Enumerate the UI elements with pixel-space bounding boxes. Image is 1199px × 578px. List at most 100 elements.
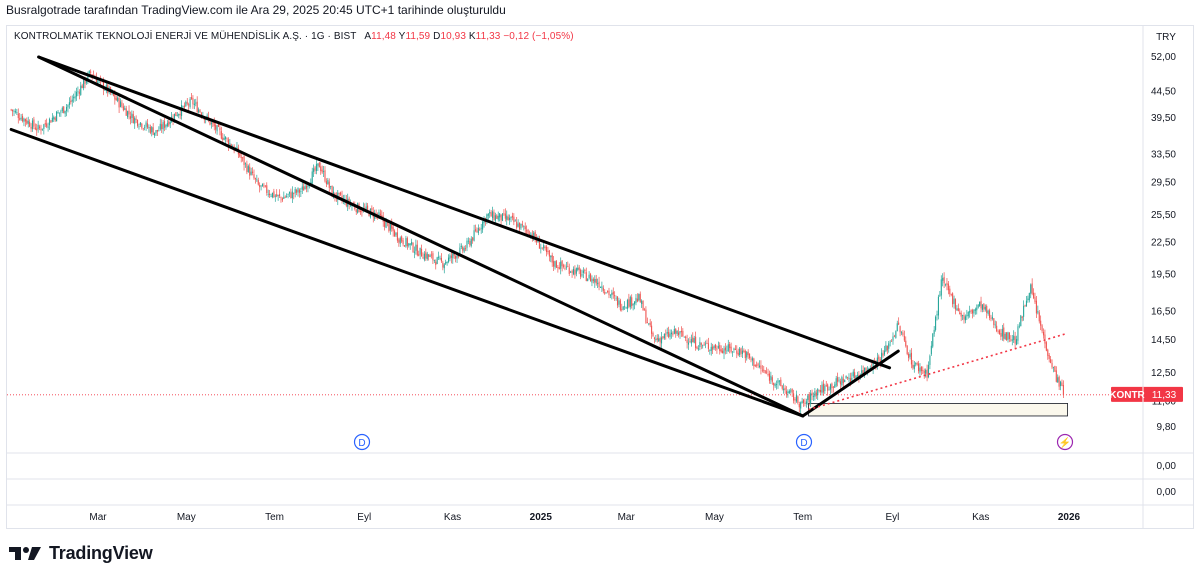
candle-body	[594, 278, 596, 283]
candle-body	[977, 304, 979, 308]
candle-body	[247, 166, 249, 172]
candle-body	[601, 286, 603, 289]
candle-body	[426, 253, 428, 260]
candle-body	[954, 299, 957, 310]
candle-body	[115, 98, 117, 101]
candle-body	[856, 374, 859, 376]
candle-body	[750, 358, 752, 360]
candle-body	[839, 381, 842, 385]
candle-body	[412, 242, 414, 252]
candle-body	[473, 230, 475, 241]
candle-body	[714, 344, 717, 349]
candle-body	[780, 379, 782, 386]
flash-event-marker-label: ⚡	[1059, 436, 1071, 449]
candle-body	[754, 364, 756, 367]
candle-body	[739, 348, 741, 356]
candle-body	[227, 139, 229, 146]
candle-body	[844, 379, 846, 383]
candle-body	[385, 221, 387, 229]
candle-body	[166, 123, 168, 127]
candle-body	[964, 316, 966, 321]
candle-body	[222, 137, 224, 140]
candle-body	[124, 108, 126, 110]
candle-body	[134, 117, 136, 124]
candle-body	[575, 268, 577, 274]
price-tag	[1111, 386, 1183, 402]
candle-body	[888, 343, 890, 349]
candle-body	[192, 98, 194, 105]
candle-body	[514, 220, 516, 222]
candle-body	[428, 254, 430, 257]
candle-body	[981, 304, 984, 310]
candle-body	[384, 220, 386, 227]
candle-body	[609, 294, 611, 296]
candle-body	[43, 124, 45, 129]
low-value: 10,93	[440, 31, 466, 42]
candle-body	[33, 119, 35, 127]
currency-button[interactable]: TRY	[1156, 32, 1176, 43]
candle-body	[602, 287, 604, 291]
candle-body	[980, 300, 982, 309]
candle-body	[1011, 339, 1013, 341]
candle-body	[293, 192, 295, 195]
candle-body	[286, 196, 288, 197]
candle-body	[39, 126, 41, 129]
candle-body	[193, 103, 195, 105]
candle-body	[396, 232, 398, 241]
candle-body	[563, 265, 565, 267]
candle-body	[142, 128, 144, 130]
y-tick-label: 11,00	[1152, 396, 1177, 407]
candle-body	[1051, 362, 1053, 368]
candle-body	[163, 121, 166, 128]
y-tick-label: 12,50	[1151, 368, 1176, 379]
candle-body	[199, 110, 201, 113]
candle-body	[12, 109, 14, 112]
candle-body	[635, 297, 637, 303]
candle-body	[395, 232, 397, 236]
candle-body	[223, 137, 225, 140]
candle-body	[564, 268, 566, 270]
candle-body	[68, 102, 70, 105]
candle-body	[209, 119, 211, 125]
candle-body	[605, 292, 607, 294]
candle-body	[889, 341, 891, 343]
candle-body	[784, 387, 786, 391]
candle-body	[963, 315, 965, 320]
candle-body	[31, 120, 34, 130]
candle-body	[740, 348, 742, 354]
candle-body	[327, 179, 329, 185]
candle-body	[607, 291, 609, 292]
candle-body	[87, 73, 89, 82]
candle-body	[361, 210, 363, 213]
candle-body	[724, 347, 726, 351]
candle-body	[811, 392, 813, 396]
candle-body	[639, 293, 641, 303]
candle-body	[510, 216, 512, 219]
candle-body	[173, 113, 176, 122]
candle-body	[1038, 312, 1040, 322]
candle-body	[949, 288, 951, 295]
candle-body	[622, 306, 624, 310]
candle-body	[776, 384, 778, 385]
candle-body	[932, 333, 934, 347]
candle-body	[213, 122, 215, 127]
candle-body	[625, 307, 627, 309]
candle-body	[249, 166, 251, 176]
candle-body	[551, 255, 553, 263]
candle-body	[36, 128, 38, 131]
candle-body	[673, 329, 675, 334]
candle-body	[991, 316, 993, 319]
candle-body	[695, 336, 697, 348]
candle-body	[279, 194, 281, 197]
candle-body	[476, 230, 478, 232]
candle-body	[145, 122, 147, 127]
candle-body	[381, 215, 383, 217]
y-tick-label: 44,50	[1151, 87, 1176, 98]
candle-body	[290, 192, 292, 199]
candle-body	[744, 351, 746, 359]
candle-body	[13, 110, 15, 112]
candle-body	[618, 300, 620, 305]
candle-body	[281, 198, 283, 201]
candle-body	[452, 253, 454, 259]
